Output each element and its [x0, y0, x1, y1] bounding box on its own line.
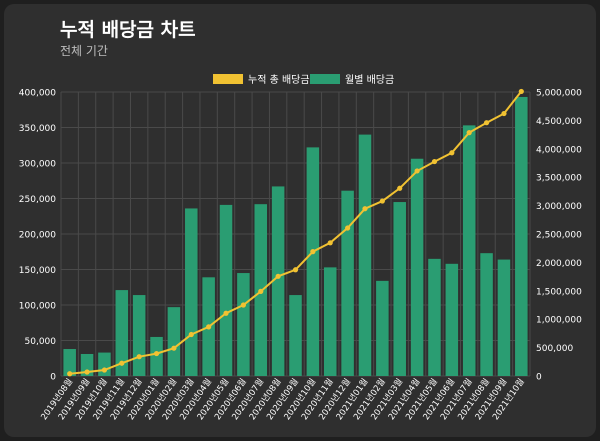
line-point[interactable] [345, 225, 351, 231]
line-point[interactable] [362, 206, 368, 212]
line-point[interactable] [379, 198, 385, 204]
bar[interactable] [80, 353, 94, 376]
line-point[interactable] [327, 240, 333, 246]
legend-label-monthly: 월별 배당금 [345, 74, 394, 86]
line-point[interactable] [136, 354, 142, 360]
y-right-tick-label: 2,000,000 [536, 259, 582, 269]
y-left-tick-label: 400,000 [19, 89, 56, 99]
legend-label-cumulative: 누적 총 배당금 [248, 74, 310, 86]
chart-subtitle: 전체 기간 [60, 44, 108, 58]
bar[interactable] [393, 202, 406, 376]
line-point[interactable] [431, 158, 438, 165]
bar[interactable] [428, 258, 441, 376]
bar[interactable] [237, 273, 250, 376]
line-point[interactable] [171, 345, 177, 351]
y-right-tick-label: 4,500,000 [536, 117, 582, 127]
y-right-tick-label: 5,000,000 [536, 89, 582, 99]
legend-item-cumulative[interactable]: 누적 총 배당금 [213, 74, 310, 86]
bar[interactable] [185, 208, 198, 376]
x-axis: 2019년08월2019년09월2019년10월2019년11월2019년12월… [39, 376, 527, 422]
bar[interactable] [341, 190, 354, 376]
legend: 누적 총 배당금 월별 배당금 [213, 74, 394, 86]
y-right-tick-label: 3,500,000 [536, 174, 582, 184]
line-point[interactable] [101, 367, 108, 373]
legend-swatch-monthly [310, 74, 340, 84]
bar[interactable] [289, 295, 302, 376]
bar[interactable] [515, 96, 528, 376]
line-point[interactable] [397, 185, 403, 191]
line-point[interactable] [310, 249, 316, 255]
legend-item-monthly[interactable]: 월별 배당금 [310, 74, 394, 86]
y-left-tick-label: 0 [50, 373, 56, 383]
bar[interactable] [480, 253, 493, 376]
bar[interactable] [219, 204, 233, 376]
bar[interactable] [306, 147, 320, 376]
right-axis: 0 500,000 1,000,000 1,500,000 2,000,000 2,500… [536, 89, 582, 383]
line-point[interactable] [67, 371, 73, 377]
bar[interactable] [445, 263, 459, 376]
line-point[interactable] [206, 324, 212, 330]
bar[interactable] [358, 134, 372, 376]
bar[interactable] [150, 336, 163, 376]
bar[interactable] [115, 290, 129, 376]
y-left-tick-label: 250,000 [19, 195, 56, 205]
y-left-tick-label: 300,000 [19, 160, 56, 170]
line-point[interactable] [518, 88, 524, 95]
cumulative-line [67, 88, 524, 377]
bar[interactable] [323, 267, 337, 376]
line-point[interactable] [188, 331, 194, 338]
line-point[interactable] [240, 302, 246, 308]
line-point[interactable] [501, 110, 507, 117]
y-right-tick-label: 4,000,000 [536, 145, 582, 155]
y-right-tick-label: 0 [536, 373, 542, 383]
legend-swatch-cumulative [213, 74, 243, 84]
bar[interactable] [497, 259, 511, 376]
y-right-tick-label: 1,500,000 [536, 287, 582, 297]
y-left-tick-label: 150,000 [19, 266, 56, 276]
line-point[interactable] [275, 273, 281, 279]
bar[interactable] [132, 295, 146, 376]
line-point[interactable] [414, 168, 420, 174]
y-left-tick-label: 50,000 [25, 337, 57, 347]
y-right-tick-label: 3,000,000 [536, 202, 582, 212]
y-right-tick-label: 1,000,000 [536, 316, 582, 326]
line-point[interactable] [84, 369, 90, 375]
line-point[interactable] [153, 350, 160, 357]
line-point[interactable] [292, 267, 299, 273]
y-left-tick-label: 200,000 [19, 231, 56, 241]
monthly-bars [63, 96, 528, 377]
bar[interactable] [462, 125, 476, 377]
line-point[interactable] [483, 120, 490, 126]
bar[interactable] [63, 349, 76, 376]
left-axis: 0 50,000 100,000 150,000 200,000 250,000 300,0… [19, 89, 56, 383]
y-right-tick-label: 500,000 [536, 344, 573, 354]
bar[interactable] [410, 158, 424, 376]
bar[interactable] [271, 186, 285, 376]
line-point[interactable] [466, 130, 472, 136]
line-point[interactable] [119, 360, 125, 366]
line-point[interactable] [223, 310, 229, 316]
line-point[interactable] [258, 288, 264, 294]
line-point[interactable] [449, 150, 455, 156]
y-left-tick-label: 350,000 [19, 124, 56, 134]
chart-title: 누적 배당금 차트 [60, 19, 196, 41]
y-right-tick-label: 2,500,000 [536, 231, 582, 241]
bar[interactable] [167, 307, 181, 376]
bar[interactable] [376, 280, 389, 376]
y-left-tick-label: 100,000 [19, 302, 56, 312]
